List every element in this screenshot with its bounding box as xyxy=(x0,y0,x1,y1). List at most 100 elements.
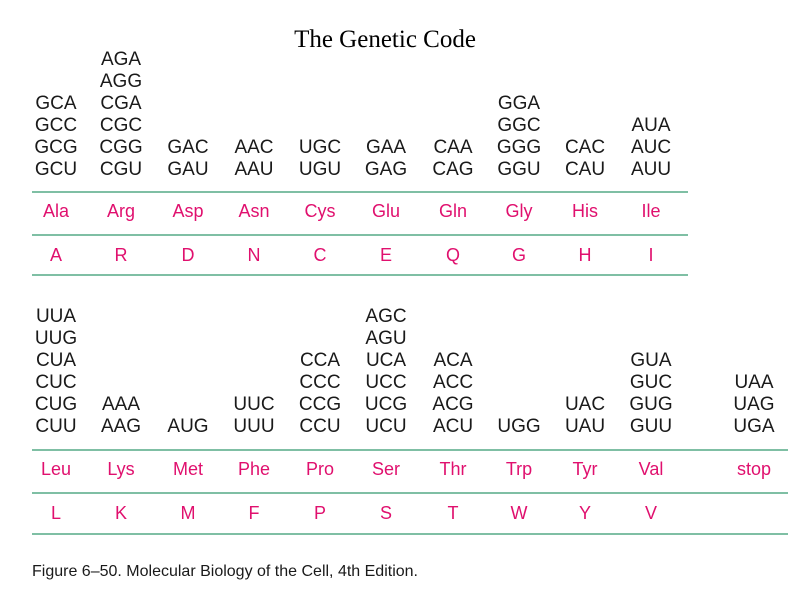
codon: CAU xyxy=(564,159,606,180)
codon: UAG xyxy=(733,394,775,415)
amino-acid-one-letter-ile: I xyxy=(648,245,654,265)
codon-list-val: GUA GUC GUG GUU xyxy=(625,288,677,438)
amino-acid-three-letter-lys: Lys xyxy=(107,459,135,479)
codon: GGU xyxy=(497,159,541,180)
figure-title: The Genetic Code xyxy=(294,26,476,53)
codon-list-met: AUG xyxy=(162,288,214,438)
codon: AAU xyxy=(234,159,274,180)
codon: AGA xyxy=(100,49,142,70)
amino-acid-one-letter-lys: K xyxy=(114,503,127,523)
amino-acid-three-letter-trp: Trp xyxy=(505,459,533,479)
codon-list-asp: GAC GAU xyxy=(162,31,214,181)
codon: ACU xyxy=(432,416,474,437)
codon: AAA xyxy=(101,394,141,415)
amino-acid-one-letter-met: M xyxy=(180,503,196,523)
codon: CUU xyxy=(35,416,77,437)
codon: GCG xyxy=(34,137,78,158)
amino-acid-three-letter-ile: Ile xyxy=(641,201,661,221)
table-divider xyxy=(32,274,688,276)
codon: GAG xyxy=(364,159,408,180)
amino-acid-one-letter-ala: A xyxy=(49,245,62,265)
amino-acid-three-letter-val: Val xyxy=(638,459,664,479)
codon: UUU xyxy=(233,416,275,437)
amino-acid-one-letter-asp: D xyxy=(181,245,195,265)
codon: AUU xyxy=(630,159,672,180)
codon-list-ser: AGC AGU UCA UCC UCG UCU xyxy=(360,288,412,438)
codon: AAG xyxy=(100,416,142,437)
amino-acid-three-letter-ala: Ala xyxy=(42,201,69,221)
amino-acid-three-letter-cys: Cys xyxy=(304,201,336,221)
codon: CUA xyxy=(35,350,77,371)
amino-acid-three-letter-ser: Ser xyxy=(371,459,400,479)
amino-acid-three-letter-thr: Thr xyxy=(439,459,467,479)
amino-acid-three-letter-arg: Arg xyxy=(106,201,135,221)
amino-acid-three-letter-asp: Asp xyxy=(172,201,204,221)
amino-acid-three-letter-stop: stop xyxy=(736,459,772,479)
codon-list-thr: ACA ACC ACG ACU xyxy=(427,288,479,438)
amino-acid-one-letter-asn: N xyxy=(247,245,261,265)
codon-list-gln: CAA CAG xyxy=(427,31,479,181)
codon: UUC xyxy=(233,394,275,415)
codon: GCA xyxy=(35,93,77,114)
table-divider xyxy=(32,533,788,535)
codon: GCC xyxy=(34,115,78,136)
codon-list-ile: AUA AUC AUU xyxy=(625,31,677,181)
amino-acid-three-letter-asn: Asn xyxy=(238,201,270,221)
amino-acid-one-letter-cys: C xyxy=(313,245,327,265)
codon: UAC xyxy=(564,394,606,415)
amino-acid-one-letter-arg: R xyxy=(114,245,128,265)
codon-list-stop: UAA UAG UGA xyxy=(728,288,780,438)
codon: CAG xyxy=(432,159,474,180)
codon-list-gly: GGA GGC GGG GGU xyxy=(493,31,545,181)
codon: UCG xyxy=(364,394,408,415)
codon: GUC xyxy=(629,372,673,393)
amino-acid-one-letter-pro: P xyxy=(313,503,326,523)
amino-acid-one-letter-ser: S xyxy=(379,503,392,523)
codon: GUG xyxy=(629,394,673,415)
codon: AGC xyxy=(365,306,407,327)
amino-acid-one-letter-gly: G xyxy=(511,245,526,265)
codon: GGA xyxy=(497,93,541,114)
codon: CGG xyxy=(99,137,143,158)
amino-acid-three-letter-tyr: Tyr xyxy=(572,459,598,479)
amino-acid-one-letter-leu: L xyxy=(50,503,61,523)
amino-acid-one-letter-gln: Q xyxy=(445,245,460,265)
codon: CCG xyxy=(298,394,342,415)
amino-acid-one-letter-his: H xyxy=(578,245,592,265)
amino-acid-three-letter-met: Met xyxy=(172,459,203,479)
codon: AAC xyxy=(234,137,274,158)
codon: CCC xyxy=(299,372,341,393)
codon: CUC xyxy=(35,372,77,393)
codon: CGA xyxy=(100,93,142,114)
codon: GAU xyxy=(167,159,209,180)
codon: ACA xyxy=(433,350,473,371)
codon: UUA xyxy=(35,306,77,327)
codon: AUC xyxy=(630,137,672,158)
codon: CAA xyxy=(433,137,473,158)
codon: AGG xyxy=(99,71,143,92)
codon-list-his: CAC CAU xyxy=(559,31,611,181)
codon: UAU xyxy=(564,416,606,437)
amino-acid-one-letter-thr: T xyxy=(447,503,459,523)
codon: UCA xyxy=(365,350,407,371)
amino-acid-one-letter-val: V xyxy=(644,503,657,523)
amino-acid-one-letter-glu: E xyxy=(379,245,392,265)
codon: GCU xyxy=(34,159,78,180)
codon-list-trp: UGG xyxy=(493,288,545,438)
amino-acid-one-letter-trp: W xyxy=(510,503,528,523)
codon: CCA xyxy=(299,350,341,371)
table-divider xyxy=(32,234,688,236)
amino-acid-three-letter-glu: Glu xyxy=(371,201,400,221)
amino-acid-three-letter-leu: Leu xyxy=(40,459,72,479)
codon: UAA xyxy=(734,372,774,393)
codon: GUU xyxy=(629,416,673,437)
codon: CCU xyxy=(299,416,341,437)
codon: AUG xyxy=(167,416,209,437)
amino-acid-three-letter-gln: Gln xyxy=(438,201,467,221)
codon: GAA xyxy=(365,137,407,158)
codon: CAC xyxy=(564,137,606,158)
codon-list-phe: UUC UUU xyxy=(228,288,280,438)
codon-list-arg: AGA AGG CGA CGC CGG CGU xyxy=(95,31,147,181)
codon-list-ala: GCA GCC GCG GCU xyxy=(30,31,82,181)
amino-acid-one-letter-phe: F xyxy=(248,503,260,523)
